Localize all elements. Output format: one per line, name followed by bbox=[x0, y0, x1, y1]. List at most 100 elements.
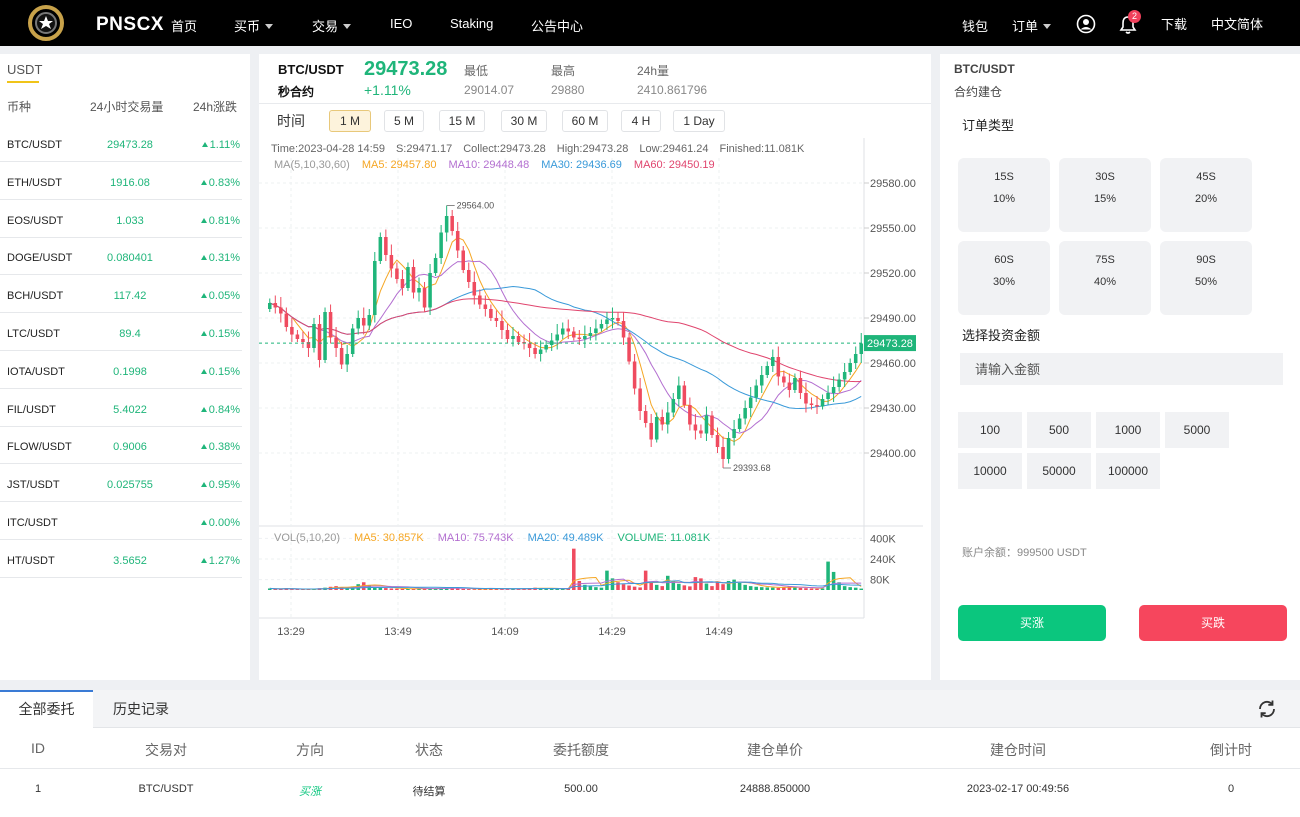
volume-bar bbox=[588, 586, 593, 590]
amount-option-500[interactable]: 500 bbox=[1027, 412, 1091, 448]
candle bbox=[693, 424, 698, 431]
amount-option-100000[interactable]: 100000 bbox=[1096, 453, 1160, 489]
market-row[interactable]: BTC/USDT 29473.28 1.11% bbox=[0, 124, 242, 162]
timeframe-1day[interactable]: 1 Day bbox=[673, 110, 725, 132]
candle bbox=[444, 216, 449, 233]
candle bbox=[560, 328, 565, 335]
market-header-volume: 24小时交易量 bbox=[90, 100, 164, 114]
tab-history[interactable]: 历史记录 bbox=[113, 701, 169, 717]
volume-bar bbox=[710, 586, 714, 590]
nav-home[interactable]: 首页 bbox=[171, 19, 198, 34]
volume-bar bbox=[848, 587, 852, 590]
market-row[interactable]: IOTA/USDT 0.1998 0.15% bbox=[0, 351, 242, 389]
nav-buy-coin-label: 买币 bbox=[234, 19, 261, 34]
volume-bar bbox=[621, 584, 626, 590]
market-tab-usdt[interactable]: USDT bbox=[7, 62, 43, 77]
amount-option-10000[interactable]: 10000 bbox=[958, 453, 1022, 489]
order-type-15s[interactable]: 15S 10% bbox=[958, 158, 1050, 232]
market-list-panel: USDT 币种 24小时交易量 24h涨跌 BTC/USDT 29473.28 1.… bbox=[0, 54, 250, 680]
market-row[interactable]: HT/USDT 3.5652 1.27% bbox=[0, 540, 242, 578]
candlestick-chart[interactable]: 29580.00 29550.00 29520.00 29490.00 29460.00… bbox=[259, 138, 931, 638]
candle bbox=[588, 333, 593, 336]
nav-trade[interactable]: 交易 bbox=[312, 16, 352, 35]
candle bbox=[284, 313, 289, 327]
order-type-90s[interactable]: 90S 50% bbox=[1160, 241, 1252, 315]
nav-orders[interactable]: 订单 bbox=[1012, 16, 1052, 35]
market-volume: 0.080401 bbox=[107, 252, 153, 265]
max-marker-label: 29564.00 bbox=[457, 201, 495, 211]
candle bbox=[494, 318, 499, 321]
nav-download[interactable]: 下载 bbox=[1161, 17, 1188, 32]
candle bbox=[682, 385, 687, 405]
market-header-pair: 币种 bbox=[7, 100, 32, 114]
market-row[interactable]: ETH/USDT 1916.08 0.83% bbox=[0, 162, 242, 200]
candle bbox=[771, 357, 775, 366]
nav-ieo[interactable]: IEO bbox=[390, 16, 413, 31]
user-icon[interactable] bbox=[1076, 14, 1096, 34]
triangle-up-icon bbox=[200, 557, 207, 563]
order-type-60s[interactable]: 60S 30% bbox=[958, 241, 1050, 315]
candle bbox=[793, 378, 797, 390]
market-row[interactable]: LTC/USDT 89.4 0.15% bbox=[0, 313, 242, 351]
volume-bar bbox=[549, 588, 554, 590]
volume-bar bbox=[815, 588, 819, 590]
volume-bar bbox=[466, 589, 471, 590]
nav-staking[interactable]: Staking bbox=[450, 16, 494, 31]
volume-bar bbox=[560, 588, 565, 590]
logo[interactable]: PNSCX bbox=[24, 2, 174, 44]
amount-option-100[interactable]: 100 bbox=[958, 412, 1022, 448]
timeframe-1m[interactable]: 1 M bbox=[329, 110, 371, 132]
market-volume: 3.5652 bbox=[113, 554, 147, 567]
volume-bar bbox=[472, 589, 477, 590]
market-row[interactable]: FIL/USDT 5.4022 0.84% bbox=[0, 389, 242, 427]
timeframe-15m[interactable]: 15 M bbox=[439, 110, 485, 132]
volume-bar bbox=[643, 570, 648, 590]
timeframe-60m[interactable]: 60 M bbox=[562, 110, 608, 132]
market-volume: 29473.28 bbox=[107, 139, 153, 151]
market-row[interactable]: ITC/USDT 0.00% bbox=[0, 502, 242, 540]
amount-input[interactable] bbox=[960, 353, 1283, 385]
volume-bar bbox=[373, 587, 377, 590]
timeframe-30m[interactable]: 30 M bbox=[501, 110, 547, 132]
refresh-icon[interactable] bbox=[1256, 698, 1278, 720]
nav-announcements[interactable]: 公告中心 bbox=[531, 19, 584, 34]
volume-bar bbox=[389, 588, 394, 590]
order-type-30s[interactable]: 30S 15% bbox=[1059, 158, 1151, 232]
market-row[interactable]: EOS/USDT 1.033 0.81% bbox=[0, 200, 242, 238]
amount-option-5000[interactable]: 5000 bbox=[1165, 412, 1229, 448]
timeframe-5m[interactable]: 5 M bbox=[384, 110, 424, 132]
market-change: 0.38% bbox=[200, 441, 240, 453]
timeframe-4h[interactable]: 4 H bbox=[621, 110, 661, 132]
buy-up-button[interactable]: 买涨 bbox=[958, 605, 1106, 641]
amount-option-50000[interactable]: 50000 bbox=[1027, 453, 1091, 489]
volume-bar bbox=[732, 579, 736, 590]
volume-legend-item: MA10: 75.743K bbox=[438, 532, 514, 544]
triangle-up-icon bbox=[200, 406, 207, 412]
ma-legend-item: MA30: 29436.69 bbox=[541, 159, 622, 171]
candle bbox=[715, 435, 720, 447]
nav-buy-coin[interactable]: 买币 bbox=[234, 16, 274, 35]
amount-option-1000[interactable]: 1000 bbox=[1096, 412, 1160, 448]
volume-bar bbox=[494, 588, 499, 590]
market-row[interactable]: DOGE/USDT 0.080401 0.31% bbox=[0, 237, 242, 276]
volume-bar bbox=[395, 588, 399, 590]
candle bbox=[610, 318, 615, 320]
buy-down-button[interactable]: 买跌 bbox=[1139, 605, 1287, 641]
candle bbox=[478, 295, 482, 305]
market-volume: 117.42 bbox=[113, 290, 147, 303]
candle bbox=[279, 307, 283, 314]
tab-all-orders[interactable]: 全部委托 bbox=[0, 690, 93, 728]
candle bbox=[455, 231, 460, 251]
chevron-down-icon bbox=[265, 24, 274, 29]
order-type-45s[interactable]: 45S 20% bbox=[1160, 158, 1252, 232]
market-row[interactable]: BCH/USDT 117.42 0.05% bbox=[0, 275, 242, 314]
last-price-tag bbox=[864, 335, 916, 352]
candle bbox=[433, 258, 438, 273]
volume-bar bbox=[599, 587, 604, 590]
order-type-75s[interactable]: 75S 40% bbox=[1059, 241, 1151, 315]
market-row[interactable]: FLOW/USDT 0.9006 0.38% bbox=[0, 426, 242, 465]
nav-wallet[interactable]: 钱包 bbox=[962, 19, 989, 34]
nav-language[interactable]: 中文简体 bbox=[1211, 17, 1264, 32]
market-pair: EOS/USDT bbox=[7, 214, 64, 227]
market-row[interactable]: JST/USDT 0.025755 0.95% bbox=[0, 464, 242, 503]
